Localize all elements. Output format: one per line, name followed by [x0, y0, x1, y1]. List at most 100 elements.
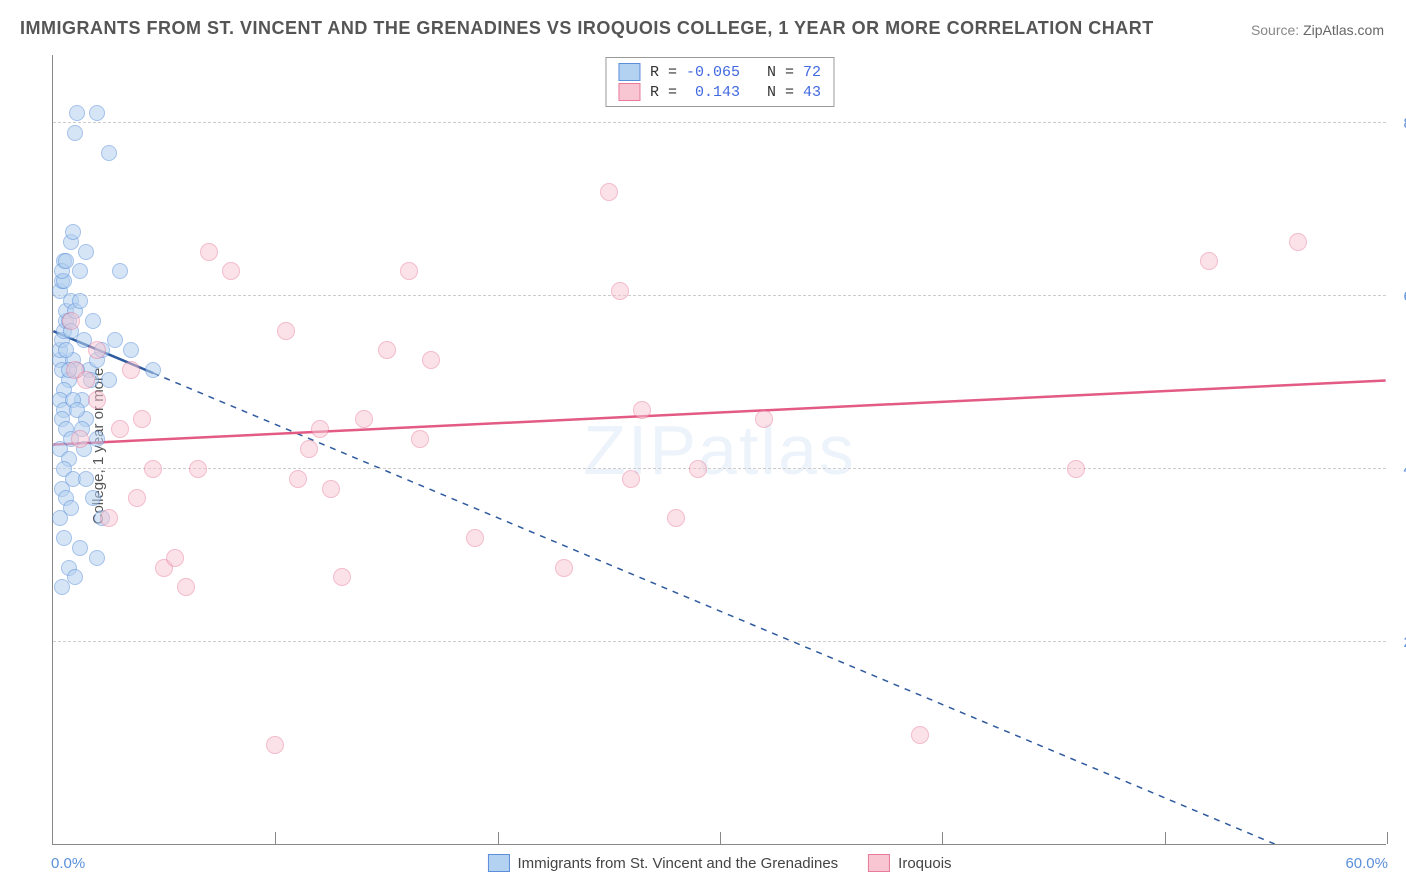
data-point	[122, 361, 140, 379]
trend-lines-layer	[53, 55, 1386, 844]
data-point	[128, 489, 146, 507]
data-point	[100, 509, 118, 527]
data-point	[78, 471, 94, 487]
x-tick-mark	[1387, 832, 1388, 844]
data-point	[755, 410, 773, 428]
source-value: ZipAtlas.com	[1303, 22, 1384, 38]
data-point	[600, 183, 618, 201]
legend-swatch	[618, 83, 640, 101]
data-point	[54, 579, 70, 595]
legend-swatch	[618, 63, 640, 81]
data-point	[88, 391, 106, 409]
x-tick-mark	[720, 832, 721, 844]
legend-correlation-row: R = -0.065 N = 72	[618, 62, 821, 82]
data-point	[555, 559, 573, 577]
data-point	[333, 568, 351, 586]
data-point	[85, 490, 101, 506]
data-point	[89, 550, 105, 566]
data-point	[67, 125, 83, 141]
data-point	[85, 313, 101, 329]
legend-swatch	[487, 854, 509, 872]
data-point	[133, 410, 151, 428]
data-point	[322, 480, 340, 498]
data-point	[633, 401, 651, 419]
data-point	[200, 243, 218, 261]
legend-correlation-box: R = -0.065 N = 72 R = 0.143 N = 43	[605, 57, 834, 107]
chart-plot-area: ZIPatlas R = -0.065 N = 72R = 0.143 N = …	[52, 55, 1386, 845]
data-point	[52, 510, 68, 526]
legend-series-label: Iroquois	[898, 855, 951, 872]
data-point	[311, 420, 329, 438]
x-axis-max-label: 60.0%	[1345, 855, 1388, 872]
data-point	[62, 312, 80, 330]
data-point	[1289, 233, 1307, 251]
data-point	[78, 244, 94, 260]
data-point	[411, 430, 429, 448]
legend-correlation-text: R = -0.065 N = 72	[650, 64, 821, 81]
legend-series-item: Iroquois	[868, 854, 951, 872]
data-point	[166, 549, 184, 567]
data-point	[107, 332, 123, 348]
gridline-horizontal	[53, 122, 1386, 123]
legend-series: Immigrants from St. Vincent and the Gren…	[487, 854, 951, 872]
data-point	[88, 341, 106, 359]
data-point	[911, 726, 929, 744]
data-point	[378, 341, 396, 359]
data-point	[611, 282, 629, 300]
data-point	[72, 263, 88, 279]
data-point	[689, 460, 707, 478]
data-point	[69, 402, 85, 418]
data-point	[189, 460, 207, 478]
data-point	[67, 569, 83, 585]
data-point	[277, 322, 295, 340]
legend-correlation-row: R = 0.143 N = 43	[618, 82, 821, 102]
data-point	[144, 460, 162, 478]
data-point	[89, 431, 105, 447]
gridline-horizontal	[53, 295, 1386, 296]
data-point	[77, 371, 95, 389]
legend-swatch	[868, 854, 890, 872]
data-point	[65, 224, 81, 240]
data-point	[1200, 252, 1218, 270]
data-point	[58, 342, 74, 358]
data-point	[112, 263, 128, 279]
source-attribution: Source: ZipAtlas.com	[1251, 22, 1384, 38]
data-point	[72, 293, 88, 309]
legend-correlation-text: R = 0.143 N = 43	[650, 84, 821, 101]
data-point	[101, 145, 117, 161]
data-point	[56, 530, 72, 546]
data-point	[355, 410, 373, 428]
data-point	[72, 540, 88, 556]
gridline-horizontal	[53, 468, 1386, 469]
legend-series-item: Immigrants from St. Vincent and the Gren…	[487, 854, 838, 872]
data-point	[300, 440, 318, 458]
y-tick-label: 62.5%	[1391, 288, 1406, 305]
data-point	[222, 262, 240, 280]
data-point	[89, 105, 105, 121]
chart-title: IMMIGRANTS FROM ST. VINCENT AND THE GREN…	[20, 18, 1154, 39]
data-point	[111, 420, 129, 438]
x-tick-mark	[1165, 832, 1166, 844]
data-point	[123, 342, 139, 358]
data-point	[177, 578, 195, 596]
y-tick-label: 45.0%	[1391, 461, 1406, 478]
data-point	[289, 470, 307, 488]
data-point	[69, 105, 85, 121]
data-point	[58, 253, 74, 269]
y-tick-label: 80.0%	[1391, 115, 1406, 132]
data-point	[622, 470, 640, 488]
x-tick-mark	[275, 832, 276, 844]
x-tick-mark	[498, 832, 499, 844]
legend-series-label: Immigrants from St. Vincent and the Gren…	[517, 855, 838, 872]
data-point	[145, 362, 161, 378]
data-point	[422, 351, 440, 369]
data-point	[667, 509, 685, 527]
data-point	[466, 529, 484, 547]
data-point	[266, 736, 284, 754]
data-point	[101, 372, 117, 388]
source-label: Source:	[1251, 22, 1299, 38]
x-tick-mark	[942, 832, 943, 844]
data-point	[400, 262, 418, 280]
data-point	[1067, 460, 1085, 478]
y-tick-label: 27.5%	[1391, 634, 1406, 651]
